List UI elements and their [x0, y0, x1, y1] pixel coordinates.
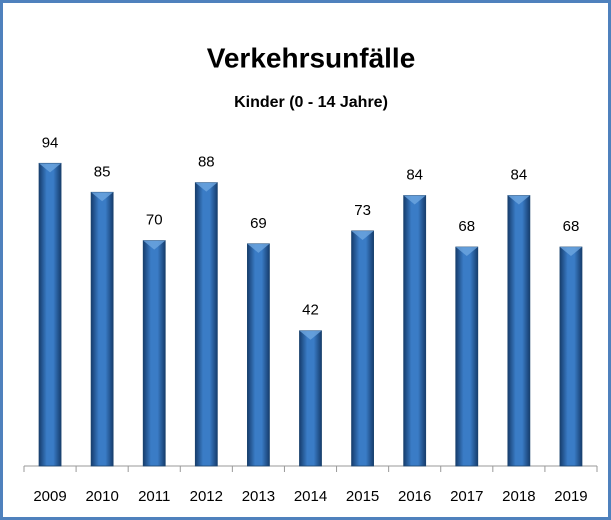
- bar-cap: [455, 247, 478, 257]
- x-tick-label: 2010: [85, 488, 118, 505]
- bar-cap: [91, 192, 114, 202]
- value-label: 84: [406, 166, 423, 183]
- x-tick-label: 2016: [398, 488, 431, 505]
- bar-cap: [247, 243, 270, 253]
- bar-shade: [403, 195, 427, 467]
- value-label: 69: [250, 215, 267, 232]
- bar-shade: [90, 191, 114, 467]
- x-tick-label: 2018: [502, 488, 535, 505]
- bar-cap: [195, 182, 218, 192]
- value-label: 68: [563, 218, 580, 235]
- bar-shade: [194, 182, 218, 467]
- x-tick-label: 2017: [450, 488, 483, 505]
- value-label: 73: [354, 202, 371, 219]
- x-tick-label: 2015: [346, 488, 379, 505]
- value-label: 70: [146, 212, 163, 229]
- bar-shade: [559, 246, 583, 467]
- value-label: 68: [458, 218, 475, 235]
- bar-cap: [143, 240, 166, 250]
- value-label: 88: [198, 154, 215, 171]
- bar-shade: [507, 195, 531, 467]
- chart-subtitle: Kinder (0 - 14 Jahre): [234, 94, 388, 111]
- bar-shade: [142, 240, 166, 467]
- value-label: 94: [42, 134, 59, 151]
- x-tick-label: 2013: [242, 488, 275, 505]
- value-label: 84: [511, 166, 528, 183]
- x-tick-label: 2014: [294, 488, 327, 505]
- bar-cap: [39, 163, 62, 173]
- bar-cap: [403, 195, 426, 205]
- x-tick-label: 2019: [554, 488, 587, 505]
- x-tick-label: 2012: [190, 488, 223, 505]
- bar-cap: [507, 195, 530, 205]
- bar-cap: [351, 230, 374, 240]
- bar-shade: [455, 246, 479, 467]
- value-label: 42: [302, 302, 319, 319]
- bar-cap: [299, 330, 322, 340]
- x-tick-label: 2009: [33, 488, 66, 505]
- value-label: 85: [94, 163, 111, 180]
- x-tick-label: 2011: [138, 488, 170, 505]
- bar-shade: [299, 330, 322, 467]
- bar-shade: [351, 230, 374, 467]
- bar-shade: [247, 243, 270, 467]
- bar-cap: [559, 247, 582, 257]
- bar-shade: [38, 162, 62, 467]
- chart-title: Verkehrsunfälle: [207, 42, 416, 73]
